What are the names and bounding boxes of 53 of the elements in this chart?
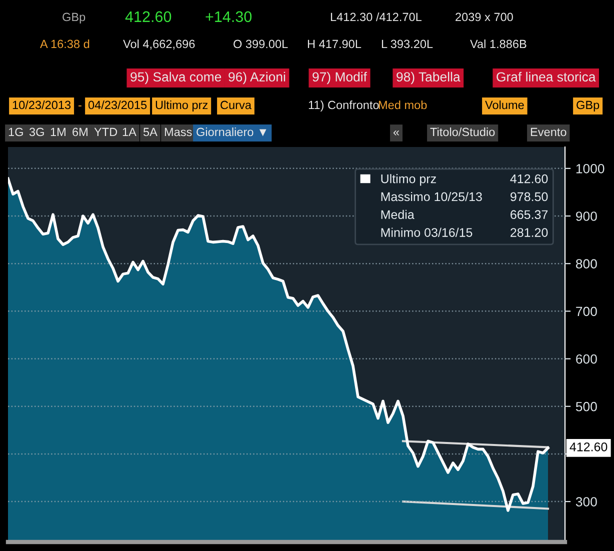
y-tick-label: 600 bbox=[576, 354, 597, 364]
text: Val 1.886B bbox=[470, 40, 526, 48]
text: Curva bbox=[220, 100, 252, 110]
y-tick-label: 300 bbox=[576, 497, 597, 506]
text: Mass bbox=[164, 128, 192, 136]
text: +14.30 bbox=[206, 11, 252, 22]
text: 412.60 bbox=[570, 442, 608, 452]
text: 412.60 bbox=[125, 11, 172, 22]
text: GBp bbox=[576, 100, 600, 112]
text: 96) Azioni bbox=[228, 72, 286, 84]
text: 95) Salva come bbox=[130, 72, 222, 84]
text: Evento bbox=[530, 128, 566, 136]
annotation: 281.20 bbox=[510, 228, 548, 237]
text: Graf linea storica bbox=[496, 72, 596, 82]
annotation: 665.37 bbox=[510, 210, 548, 220]
text: Titolo/Studio bbox=[430, 128, 495, 136]
text: 11) Confronto bbox=[308, 100, 379, 112]
text: A 16:38 d bbox=[40, 40, 90, 48]
annotation: Minimo 03/16/15 bbox=[381, 228, 472, 237]
y-tick-label: 800 bbox=[576, 259, 597, 269]
text: 04/23/2015 bbox=[88, 100, 147, 110]
text: 97) Modif bbox=[312, 72, 368, 84]
text: 3G bbox=[29, 128, 44, 136]
text: 6M bbox=[72, 128, 88, 136]
text: Giornaliero ▼ bbox=[196, 128, 266, 136]
text: YTD bbox=[94, 128, 118, 136]
legend-label: Ultimo prz bbox=[381, 174, 436, 186]
text: O 399.00L bbox=[234, 40, 288, 48]
text: 10/23/2013 bbox=[12, 100, 71, 110]
y-tick-label: 500 bbox=[576, 402, 597, 412]
annotation: 978.50 bbox=[510, 192, 548, 202]
y-tick-label: 700 bbox=[576, 306, 597, 316]
text: L 393.20L bbox=[382, 40, 433, 48]
text: Vol 4,662,696 bbox=[123, 40, 195, 50]
text: Volume bbox=[485, 100, 524, 110]
text: 5A bbox=[143, 128, 158, 136]
text: - bbox=[78, 105, 82, 106]
text: 98) Tabella bbox=[396, 72, 460, 84]
text: 2039 x 700 bbox=[456, 12, 513, 22]
y-tick-label: 900 bbox=[576, 212, 597, 221]
text: Med mob bbox=[378, 100, 427, 110]
text: 1A bbox=[122, 128, 136, 136]
text: H 417.90L bbox=[308, 40, 362, 48]
text: 1G bbox=[8, 128, 23, 136]
text: Ultimo prz bbox=[156, 100, 208, 112]
text: 1M bbox=[50, 128, 66, 136]
annotation: Massimo 10/25/13 bbox=[381, 192, 482, 202]
text: « bbox=[393, 130, 400, 136]
annotation: 412.60 bbox=[510, 174, 548, 184]
y-tick-label: 1000 bbox=[576, 164, 604, 174]
annotation: Media bbox=[381, 210, 414, 220]
text: GBp bbox=[62, 12, 86, 24]
text: L412.30 /412.70L bbox=[330, 12, 422, 22]
